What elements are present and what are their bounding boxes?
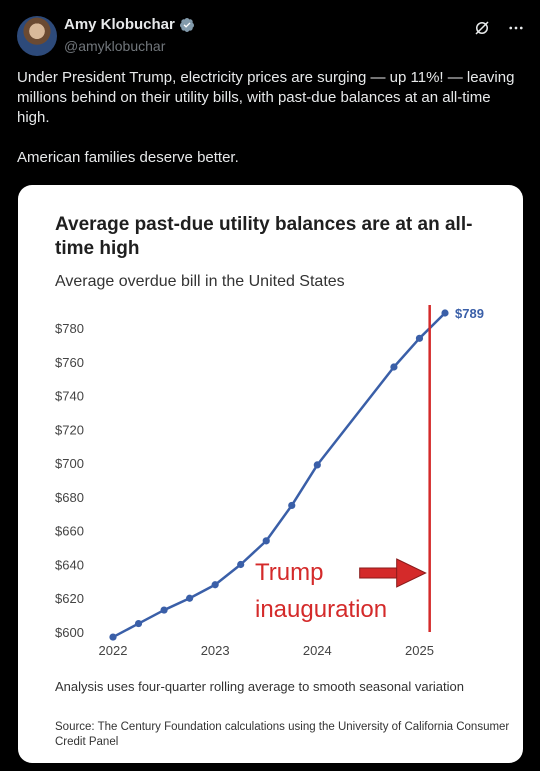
x-tick-label: 2022 xyxy=(99,643,128,658)
y-tick-label: $620 xyxy=(55,591,84,606)
grok-icon[interactable] xyxy=(472,18,492,38)
data-point xyxy=(313,461,321,469)
header-actions xyxy=(472,18,526,38)
y-tick-label: $700 xyxy=(55,456,84,471)
chart-subtitle: Average overdue bill in the United State… xyxy=(55,273,345,290)
data-point xyxy=(186,594,194,602)
y-tick-label: $640 xyxy=(55,557,84,572)
data-point xyxy=(160,606,168,614)
data-point xyxy=(134,619,143,628)
x-tick-label: 2024 xyxy=(303,643,332,658)
y-tick-label: $740 xyxy=(55,389,84,404)
data-point xyxy=(390,363,398,371)
data-point xyxy=(237,560,245,569)
y-tick-label: $720 xyxy=(55,422,84,437)
y-tick-label: $780 xyxy=(55,321,84,336)
y-tick-label: $680 xyxy=(55,490,84,505)
verified-badge-icon xyxy=(179,17,194,32)
data-point xyxy=(211,581,219,589)
data-point xyxy=(109,633,117,641)
chart-image-card[interactable]: Average past-due utility balances are at… xyxy=(18,185,523,763)
data-point xyxy=(262,537,270,545)
arrow-icon xyxy=(396,558,427,588)
tweet-text: Under President Trump, electricity price… xyxy=(17,69,515,166)
author-name-row: Amy Klobuchar xyxy=(64,16,195,33)
author-handle[interactable]: @amyklobuchar xyxy=(64,38,166,54)
chart-source: Source: The Century Foundation calculati… xyxy=(55,721,510,748)
avatar[interactable] xyxy=(17,16,57,56)
author-name[interactable]: Amy Klobuchar xyxy=(64,16,175,33)
x-tick-label: 2025 xyxy=(405,643,434,658)
tweet-header: Amy Klobuchar @amyklobuchar xyxy=(0,0,540,64)
line-chart: $600 $620 $640 $660 $680 $700 $720 $740 $760 $780… xyxy=(55,305,484,658)
data-point xyxy=(415,334,424,342)
chart-title: Average past-due utility balances are at… xyxy=(55,214,473,259)
end-value-label: $789 xyxy=(455,306,484,321)
chart-footnote: Analysis uses four-quarter rolling avera… xyxy=(55,679,464,694)
y-tick-label: $660 xyxy=(55,524,84,539)
annotation-label-line2: inauguration xyxy=(255,596,387,623)
x-tick-label: 2023 xyxy=(201,643,230,658)
arrow-shaft xyxy=(359,567,399,579)
y-tick-label: $760 xyxy=(55,355,84,370)
more-options-icon[interactable] xyxy=(506,18,526,38)
annotation-label-line1: Trump xyxy=(255,559,323,586)
series-line xyxy=(112,312,446,639)
y-tick-label: $600 xyxy=(55,625,84,640)
data-point xyxy=(441,309,449,317)
data-point xyxy=(288,501,296,510)
